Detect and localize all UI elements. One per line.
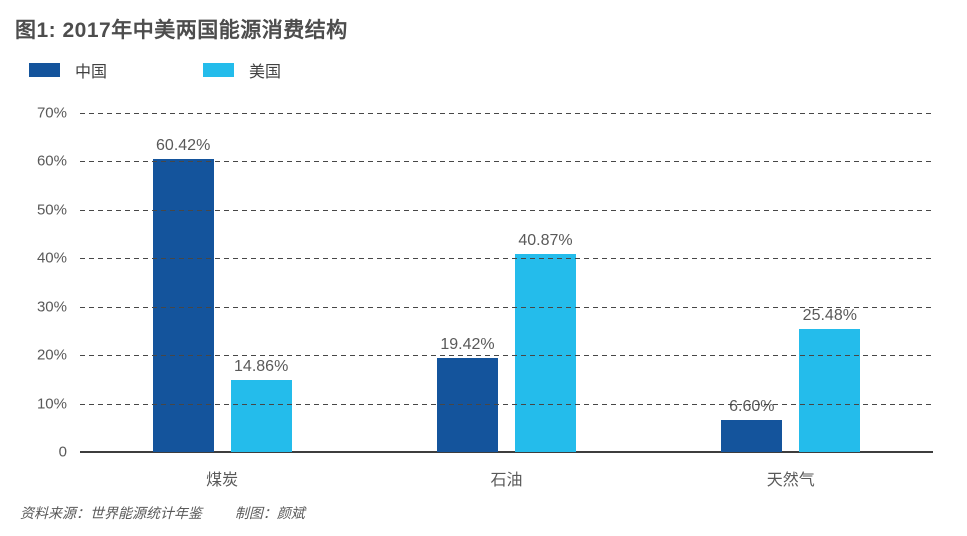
legend-item-china: 中国 — [29, 58, 107, 82]
x-axis-category-label-natural-gas: 天然气 — [766, 472, 815, 489]
gridline — [80, 209, 933, 211]
bar-usa-coal: 14.86% — [230, 358, 292, 452]
legend: 中国 美国 — [29, 58, 281, 82]
legend-item-usa: 美国 — [203, 58, 281, 82]
plot-area: 60.42% 14.86% 煤炭 19.42% 40.87% 石油 6.60% 25.48% 天… — [37, 105, 933, 489]
bar-group-coal: 60.42% 14.86% 煤炭 — [80, 113, 364, 489]
bar-usa-natural-gas: 25.48% — [799, 307, 861, 452]
gridline — [80, 403, 933, 405]
value-label-usa-natural-gas: 25.48% — [802, 306, 857, 324]
y-axis-tick-label: 60% — [36, 152, 67, 170]
gridline — [80, 258, 933, 260]
value-label-china-oil: 19.42% — [440, 335, 495, 353]
y-axis-tick-label: 70% — [36, 104, 67, 122]
legend-swatch-china — [29, 63, 60, 77]
y-axis-tick-label: 0 — [58, 443, 67, 461]
value-label-usa-coal: 14.86% — [234, 358, 289, 376]
gridline — [80, 113, 933, 114]
gridline — [80, 355, 933, 357]
legend-swatch-usa — [203, 63, 235, 77]
x-axis-category-label-oil: 石油 — [490, 472, 523, 489]
chart-credit-note: 制图：颜斌 — [234, 505, 305, 521]
y-axis-tick-label: 20% — [36, 346, 67, 364]
footer: 资料来源：世界能源统计年鉴 制图：颜斌 — [20, 503, 305, 523]
y-axis-tick-label: 40% — [36, 249, 67, 267]
value-label-china-coal: 60.42% — [156, 137, 211, 155]
chart-title: 图1: 2017年中美两国能源消费结构 — [15, 19, 348, 42]
x-axis-baseline — [80, 451, 933, 453]
legend-label-china: 中国 — [75, 64, 108, 81]
y-axis-tick-label: 10% — [36, 395, 67, 413]
bar-china-natural-gas: 6.60% — [721, 398, 783, 452]
value-label-china-natural-gas: 6.60% — [729, 398, 775, 416]
bar-group-oil: 19.42% 40.87% 石油 — [364, 113, 648, 489]
gridline — [80, 306, 933, 308]
value-label-usa-oil: 40.87% — [518, 232, 573, 250]
bar-usa-oil: 40.87% — [514, 232, 576, 452]
y-axis-tick-label: 50% — [36, 201, 67, 219]
data-source-note: 资料来源：世界能源统计年鉴 — [20, 505, 202, 521]
x-axis-category-label-coal: 煤炭 — [206, 472, 239, 489]
bar-china-coal: 60.42% — [152, 137, 214, 452]
gridline — [80, 161, 933, 163]
bar-china-oil: 19.42% — [436, 336, 498, 452]
legend-label-usa: 美国 — [249, 64, 282, 81]
bar-groups: 60.42% 14.86% 煤炭 19.42% 40.87% 石油 6.60% 25.48% 天… — [80, 113, 933, 489]
y-axis-tick-label: 30% — [36, 298, 67, 316]
bar-group-natural-gas: 6.60% 25.48% 天然气 — [649, 113, 933, 489]
